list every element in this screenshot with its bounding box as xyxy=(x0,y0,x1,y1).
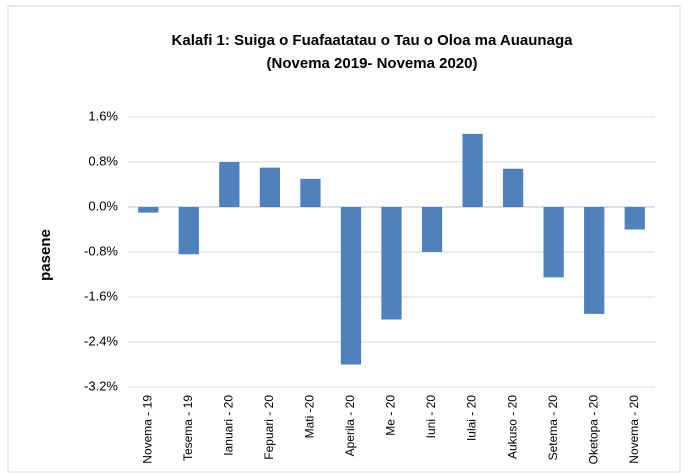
y-tick-label: -1.6% xyxy=(84,288,118,303)
chart-frame xyxy=(7,5,681,473)
bar xyxy=(340,207,362,365)
bar xyxy=(219,162,240,207)
bar xyxy=(462,133,483,207)
x-tick-label: Aperila - 20 xyxy=(343,395,357,457)
bar xyxy=(421,207,443,252)
bar xyxy=(584,207,605,314)
bar xyxy=(259,167,281,207)
x-tick-label: Iulai - 20 xyxy=(465,395,479,441)
y-tick-label: 0.0% xyxy=(88,198,118,213)
x-tick-label: Novema - 19 xyxy=(140,395,154,464)
y-tick-label: -2.4% xyxy=(84,333,118,348)
y-axis-label: pasene xyxy=(37,229,54,281)
x-tick-label: Tesema - 19 xyxy=(181,395,195,461)
chart-subtitle: (Novema 2019- Novema 2020) xyxy=(267,55,478,72)
x-tick-label: Oketopa - 20 xyxy=(586,395,600,465)
x-tick-label: Ianuari - 20 xyxy=(222,395,236,456)
bar xyxy=(138,207,159,213)
x-tick-label: Iuni - 20 xyxy=(424,395,438,439)
x-tick-label: Mati -20 xyxy=(303,395,317,439)
bar xyxy=(300,178,321,207)
bar xyxy=(178,207,199,255)
bar xyxy=(624,207,645,230)
y-tick-label: 1.6% xyxy=(88,108,118,123)
x-tick-label: Fepuari - 20 xyxy=(262,395,276,460)
y-tick-label: -0.8% xyxy=(84,243,118,258)
bar xyxy=(502,168,524,207)
bar xyxy=(381,207,402,320)
y-tick-label: -3.2% xyxy=(84,378,118,393)
chart-title: Kalafi 1: Suiga o Fuafaatatau o Tau o Ol… xyxy=(172,32,574,49)
x-tick-label: Aukuso - 20 xyxy=(505,395,519,459)
y-tick-label: 0.8% xyxy=(88,153,118,168)
x-tick-label: Me - 20 xyxy=(384,395,398,436)
x-tick-label: Setema - 20 xyxy=(546,395,560,461)
bar xyxy=(543,207,564,278)
x-tick-label: Novema - 20 xyxy=(627,395,641,464)
